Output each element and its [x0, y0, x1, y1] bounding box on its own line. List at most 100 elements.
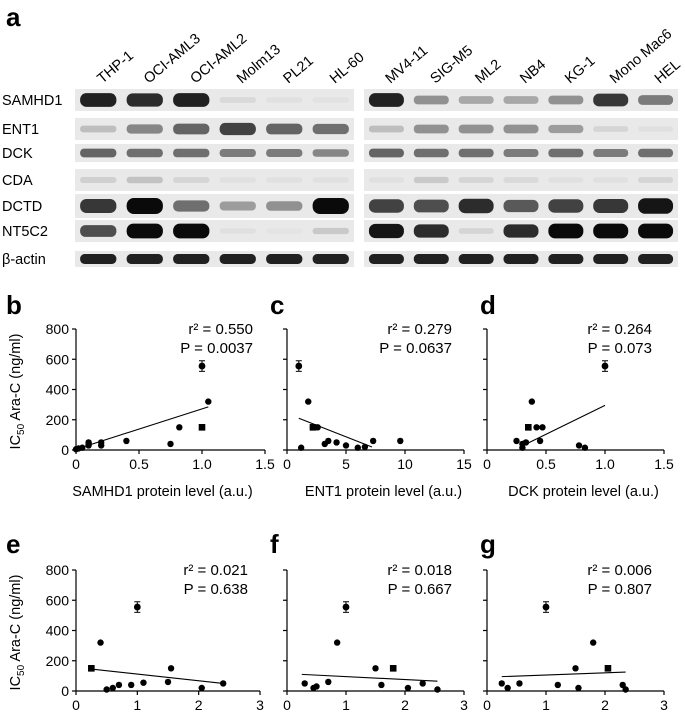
band [126, 254, 163, 264]
band [368, 125, 404, 133]
data-point [176, 424, 183, 431]
y-axis-title-rest: Ara-C (ng/ml) [8, 334, 24, 424]
data-point [333, 639, 341, 646]
panel-letter-g: g [480, 529, 496, 559]
band [593, 254, 629, 264]
data-point [575, 442, 583, 449]
scatter-panel-e: e01230200400600800CDA protein level (a.u… [6, 529, 264, 726]
band [312, 123, 349, 135]
band [503, 224, 539, 238]
x-axis-title: ENT1 protein level (a.u.) [305, 484, 462, 500]
band [173, 177, 210, 183]
x-tick-label: 0 [283, 697, 291, 713]
band [458, 254, 494, 264]
data-point [167, 440, 174, 448]
p-value-label: P = 0.667 [388, 581, 452, 598]
band [593, 199, 629, 213]
x-tick-label: 1 [133, 697, 141, 713]
band [80, 254, 117, 264]
band [266, 148, 303, 158]
protein-label: SAMHD1 [2, 93, 62, 109]
data-point [419, 680, 426, 687]
band [266, 254, 303, 264]
band [126, 93, 163, 107]
x-tick-label: 0 [283, 456, 291, 472]
data-point-square [389, 665, 397, 672]
lane-label: HL-60 [327, 49, 368, 87]
data-point [404, 684, 412, 692]
band [312, 149, 349, 157]
y-tick-label: 200 [46, 653, 70, 669]
band [503, 199, 539, 213]
data-point [533, 424, 540, 431]
data-point [167, 665, 175, 672]
data-point [516, 680, 523, 687]
band [458, 198, 494, 214]
blot-right [364, 89, 678, 267]
y-tick-label: 400 [46, 382, 70, 398]
band [458, 96, 494, 104]
data-point [369, 437, 377, 445]
band [503, 254, 539, 264]
r-squared-label: r² = 0.006 [587, 562, 652, 579]
blot-strip [75, 194, 354, 218]
data-point [301, 680, 308, 687]
band [548, 177, 584, 183]
x-tick-label: 1.0 [595, 456, 615, 472]
band [266, 201, 303, 211]
regression-line [301, 673, 438, 682]
data-point [333, 439, 340, 446]
band [638, 148, 674, 158]
y-tick-label: 800 [46, 321, 70, 337]
data-point [164, 678, 172, 686]
data-point-with-error [198, 362, 206, 370]
y-axis-title-subscript: 50 [16, 423, 27, 435]
band [219, 228, 256, 234]
band [368, 254, 404, 264]
data-point [325, 678, 332, 686]
data-point [220, 680, 227, 687]
data-point-square [309, 424, 317, 431]
data-point [123, 437, 130, 445]
protein-label: DCK [2, 146, 33, 162]
regression-line [501, 671, 626, 678]
band [126, 197, 163, 215]
band [413, 224, 449, 238]
band [126, 124, 163, 134]
r-squared-label: r² = 0.550 [188, 321, 253, 338]
data-point [103, 686, 110, 693]
band [593, 223, 629, 239]
x-tick-label: 0 [72, 697, 80, 713]
band [219, 97, 256, 103]
x-tick-label: 5 [342, 456, 350, 472]
data-point [115, 681, 123, 689]
y-axis-title-rest: Ara-C (ng/ml) [8, 575, 24, 665]
data-point [619, 681, 626, 689]
band [368, 177, 404, 183]
y-tick-label: 600 [46, 592, 70, 608]
data-point [361, 443, 369, 451]
band [368, 199, 404, 213]
band [413, 254, 449, 264]
band [219, 177, 256, 183]
r-squared-label: r² = 0.021 [183, 562, 248, 579]
r-squared-label: r² = 0.279 [387, 321, 452, 338]
data-point [397, 437, 404, 445]
p-value-label: P = 0.073 [588, 340, 652, 357]
band [593, 177, 629, 183]
data-point [372, 665, 379, 672]
x-tick-label: 3 [460, 697, 468, 713]
band [458, 228, 494, 234]
band [219, 148, 256, 158]
y-axis-title-subscript: 50 [16, 664, 27, 676]
x-tick-label: 1 [542, 697, 550, 713]
data-point [109, 684, 117, 692]
band [413, 148, 449, 158]
protein-label: DCTD [2, 199, 42, 215]
lane-label: PL21 [281, 53, 317, 87]
x-tick-label: 0 [72, 456, 80, 472]
band [80, 225, 117, 237]
data-point-square [525, 424, 532, 431]
band [80, 176, 117, 184]
